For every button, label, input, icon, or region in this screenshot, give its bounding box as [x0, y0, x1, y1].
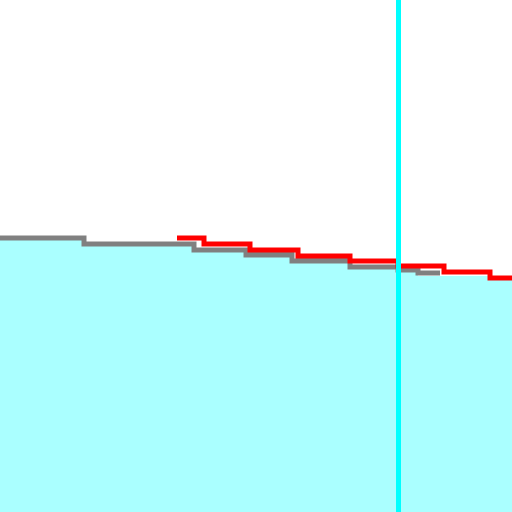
surface-fill	[0, 240, 512, 512]
overlay-line	[177, 235, 512, 281]
surface-outline	[0, 235, 440, 276]
cursor-vertical-line[interactable]	[396, 0, 401, 512]
